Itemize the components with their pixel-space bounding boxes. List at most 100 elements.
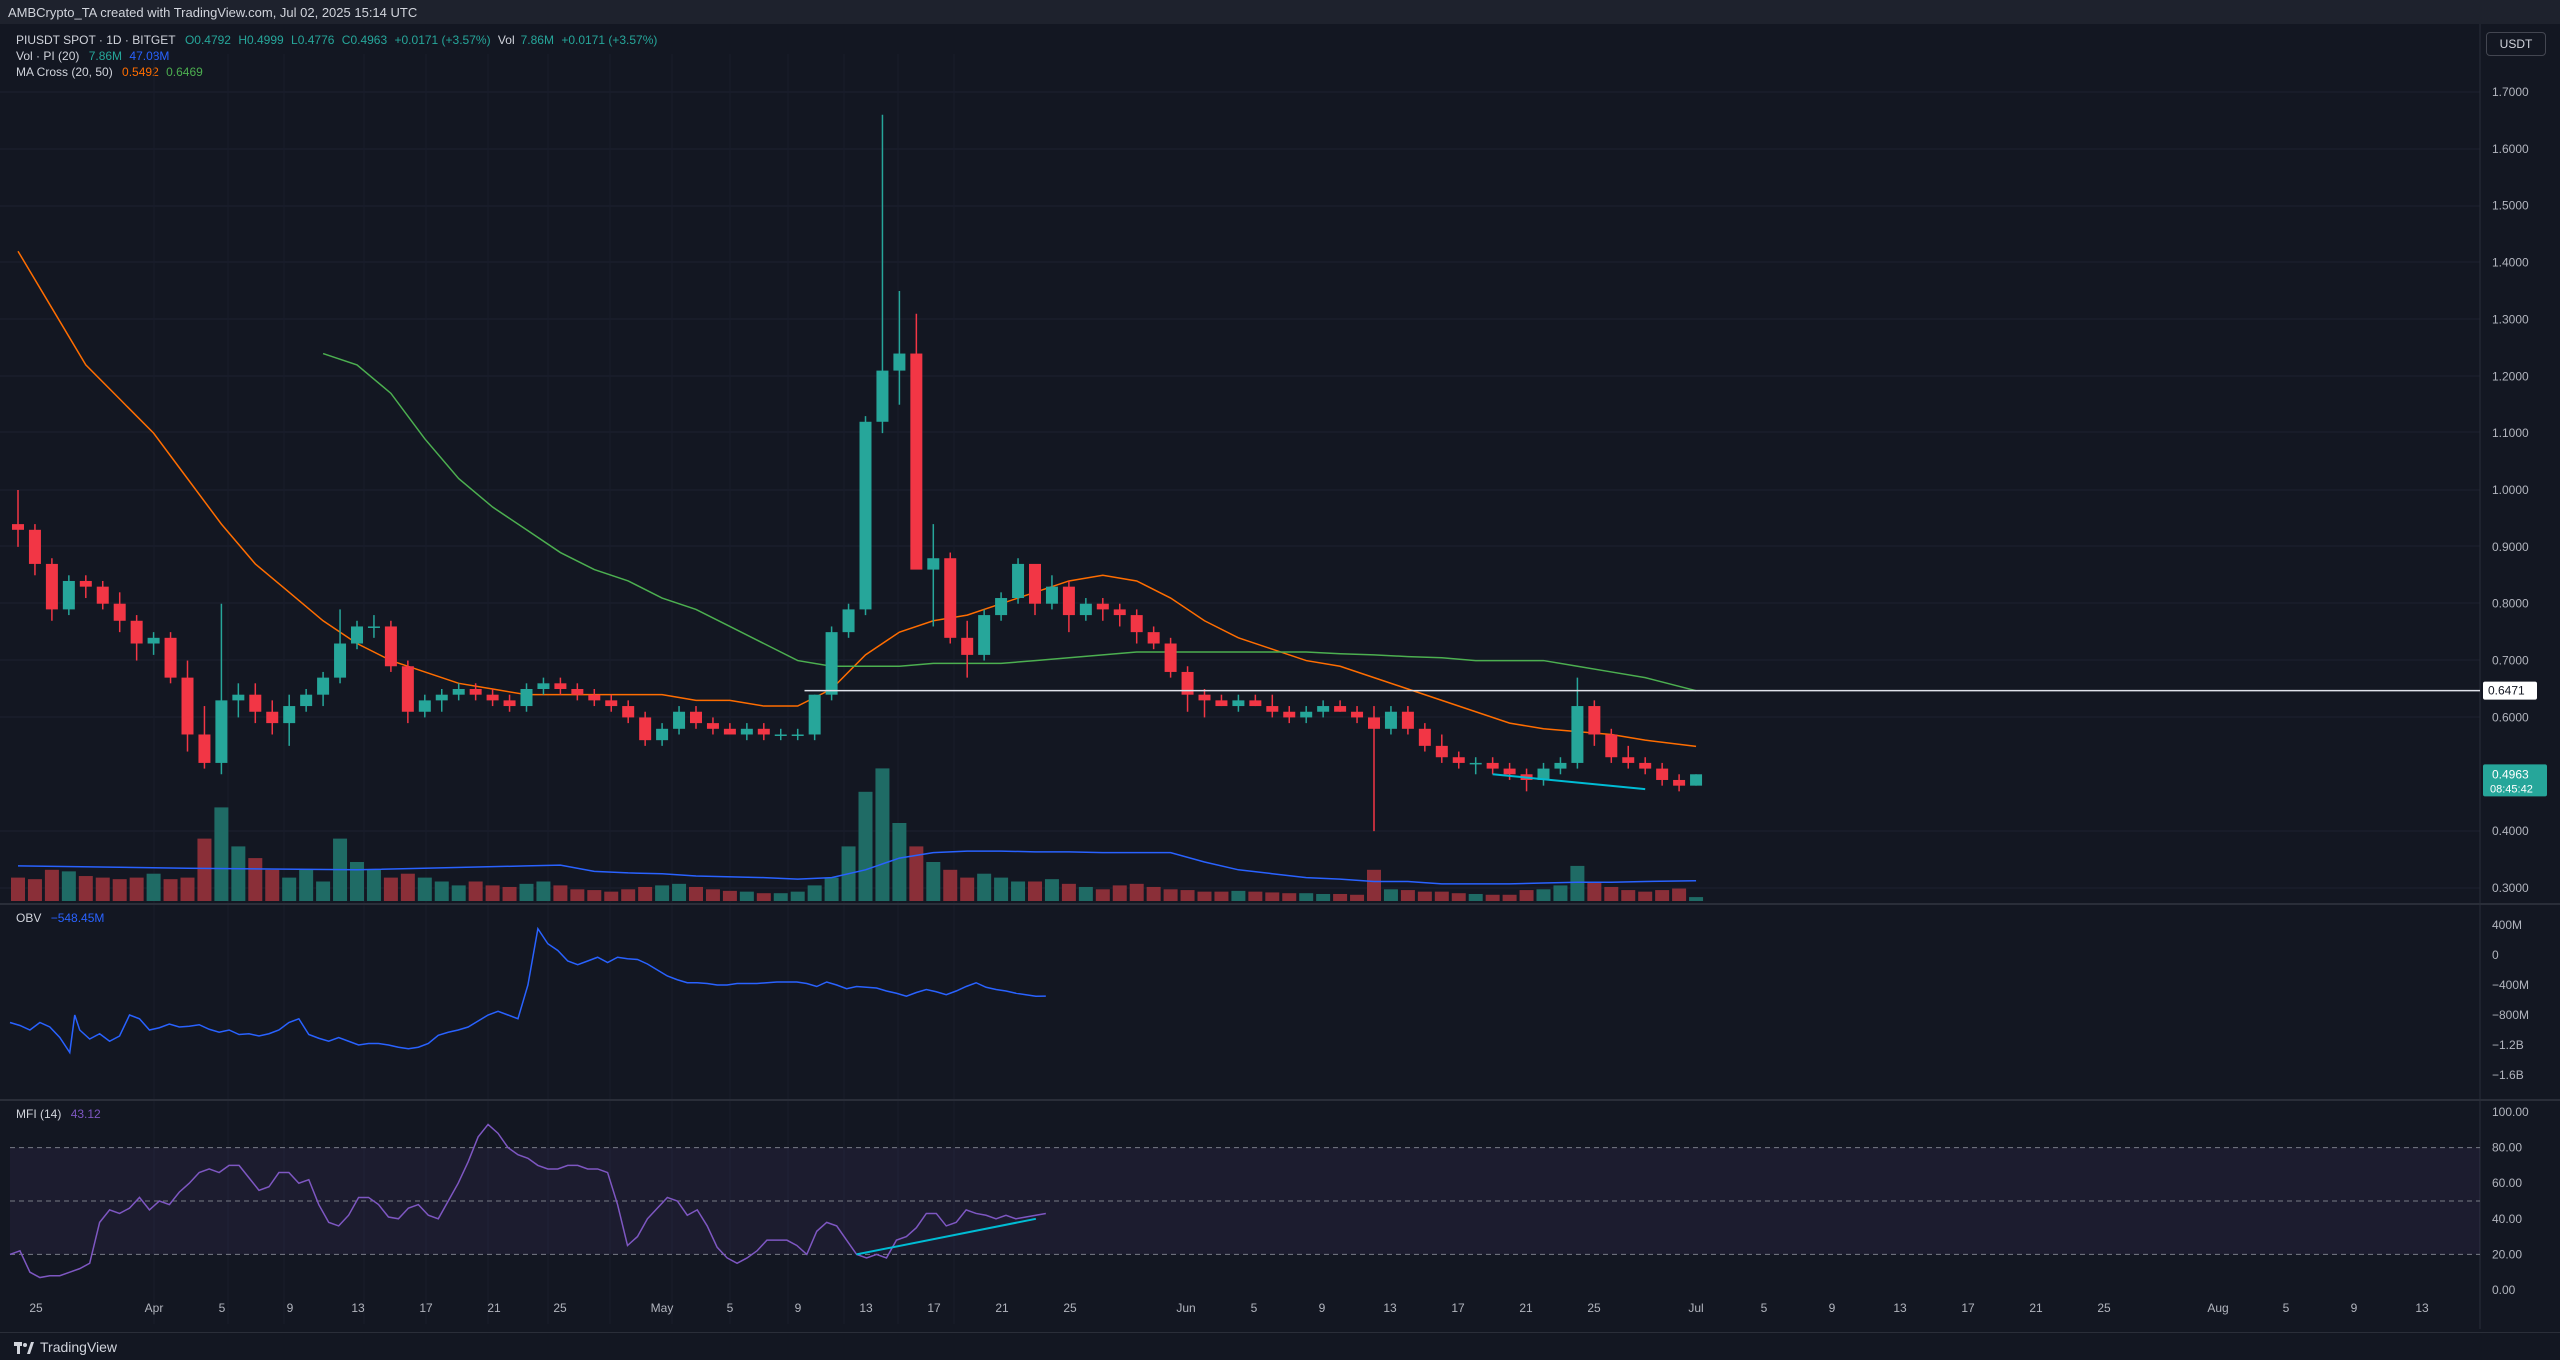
candle-body: [1300, 711, 1313, 718]
ma-value-2: 0.6469: [166, 65, 203, 79]
volume-bar: [807, 885, 822, 901]
price-axis-label: 1.3000: [2492, 312, 2529, 326]
volume-bar: [1553, 885, 1568, 901]
tradingview-brand[interactable]: TradingView: [14, 1339, 117, 1355]
currency-unit-button[interactable]: USDT: [2486, 32, 2546, 56]
obv-axis-label: −1.6B: [2492, 1068, 2524, 1082]
candle-body: [1215, 700, 1228, 707]
volume-bar: [1604, 886, 1619, 901]
chart-canvas[interactable]: 1.7000 1.6000 1.5000 1.4000 1.3000 1.2000 1.10…: [0, 24, 2560, 1329]
candle-body: [266, 711, 279, 724]
volume-bar: [299, 869, 314, 901]
time-axis-label: 13: [1893, 1301, 1907, 1315]
volume-bar: [926, 862, 941, 901]
candle-body: [808, 694, 821, 735]
mfi-label[interactable]: MFI (14): [16, 1107, 62, 1121]
volume-bar: [1078, 886, 1093, 901]
price-axis-label: 0.8000: [2492, 597, 2529, 611]
candle-body: [1622, 757, 1635, 763]
volume-bar: [248, 858, 263, 901]
volume-bar: [78, 876, 93, 901]
volume-bar: [1129, 883, 1144, 901]
price-axis-label: 0.9000: [2492, 540, 2529, 554]
mfi-legend[interactable]: MFI (14) 43.12: [16, 1107, 105, 1121]
volume-bar: [485, 885, 500, 901]
volume-bar: [350, 862, 364, 901]
price-axis-label: 1.7000: [2492, 85, 2529, 99]
time-axis-label: 25: [29, 1301, 43, 1315]
volume-bar: [265, 869, 280, 901]
obv-legend[interactable]: OBV −548.45M: [16, 911, 108, 925]
time-axis-label: 21: [487, 1301, 501, 1315]
ma50-line: [322, 352, 1697, 692]
vol-label: Vol: [497, 33, 515, 47]
candle-body: [1198, 694, 1211, 701]
obv-label[interactable]: OBV: [16, 911, 42, 925]
mfi-axis-label: 60.00: [2492, 1176, 2522, 1190]
candle-body: [1130, 615, 1143, 633]
vol-change: +0.0171 (+3.57%): [561, 33, 658, 47]
time-axis-label: 25: [1587, 1301, 1601, 1315]
volpi-legend[interactable]: Vol · PI (20) 7.86M 47.08M: [16, 49, 173, 63]
volume-bar: [1163, 889, 1178, 901]
candle-body: [1435, 745, 1448, 758]
time-axis-label: 13: [859, 1301, 873, 1315]
price-axis-label: 0.6000: [2492, 710, 2529, 724]
price-trendline: [1492, 773, 1646, 791]
candle-body: [842, 609, 855, 633]
ma-label[interactable]: MA Cross (20, 50): [16, 65, 113, 79]
price-axis-label: 1.5000: [2492, 199, 2529, 213]
candle-body: [1045, 586, 1058, 604]
low-value: L0.4776: [291, 33, 335, 47]
candles: [12, 114, 1703, 832]
volume-bar: [858, 791, 873, 901]
volume-bar: [1417, 891, 1432, 901]
candle-body: [130, 620, 143, 644]
candle-body: [1486, 762, 1499, 769]
volume-bar: [502, 886, 517, 901]
candle-body: [469, 689, 482, 695]
obv-axis-label: −800M: [2492, 1008, 2529, 1022]
volume-bar: [570, 889, 585, 901]
volume-bar: [960, 877, 975, 901]
volume-bar: [129, 877, 144, 901]
volume-bar: [1180, 890, 1195, 901]
ma-legend[interactable]: MA Cross (20, 50) 0.5492 0.6469: [16, 65, 207, 79]
volume-bar: [1570, 865, 1585, 901]
candle-body: [944, 558, 957, 638]
volpi-value-1: 7.86M: [88, 49, 123, 63]
time-axis-label: 5: [219, 1301, 226, 1315]
volume-bar: [366, 869, 381, 901]
volume-bar: [587, 890, 602, 901]
mfi-axis-label: 80.00: [2492, 1141, 2522, 1155]
current-price-tag: [2483, 764, 2547, 797]
symbol-name[interactable]: PIUSDT SPOT · 1D · BITGET: [16, 33, 176, 47]
candle-body: [978, 615, 991, 655]
volume-bar: [1621, 890, 1636, 901]
volume-bar: [705, 889, 720, 901]
volume-bar: [875, 768, 890, 901]
volume-bar: [1485, 894, 1500, 901]
volume-bar: [231, 846, 246, 901]
volume-bar: [1231, 890, 1246, 901]
volume-bar: [1095, 889, 1110, 901]
price-axis-label: 1.6000: [2492, 142, 2529, 156]
footer-bar: TradingView: [0, 1332, 2560, 1360]
candle-body: [927, 558, 940, 570]
time-axis-label: 9: [1829, 1301, 1836, 1315]
volume-bar: [1672, 888, 1687, 901]
price-axis-label: 1.4000: [2492, 256, 2529, 270]
volume-bar: [739, 891, 754, 901]
volpi-label[interactable]: Vol · PI (20): [16, 49, 80, 63]
time-axis-label: 17: [1961, 1301, 1975, 1315]
volume-bar: [197, 838, 212, 901]
mfi-axis-label: 0.00: [2492, 1283, 2516, 1297]
time-axis-label: 9: [287, 1301, 294, 1315]
volume-bar: [1350, 894, 1365, 901]
candle-body: [859, 421, 872, 610]
volume-bar: [892, 823, 907, 901]
volume-bar: [1061, 883, 1076, 901]
symbol-legend[interactable]: PIUSDT SPOT · 1D · BITGET O0.4792 H0.499…: [16, 33, 661, 47]
candle-body: [503, 700, 516, 707]
volume-bar: [146, 873, 161, 901]
